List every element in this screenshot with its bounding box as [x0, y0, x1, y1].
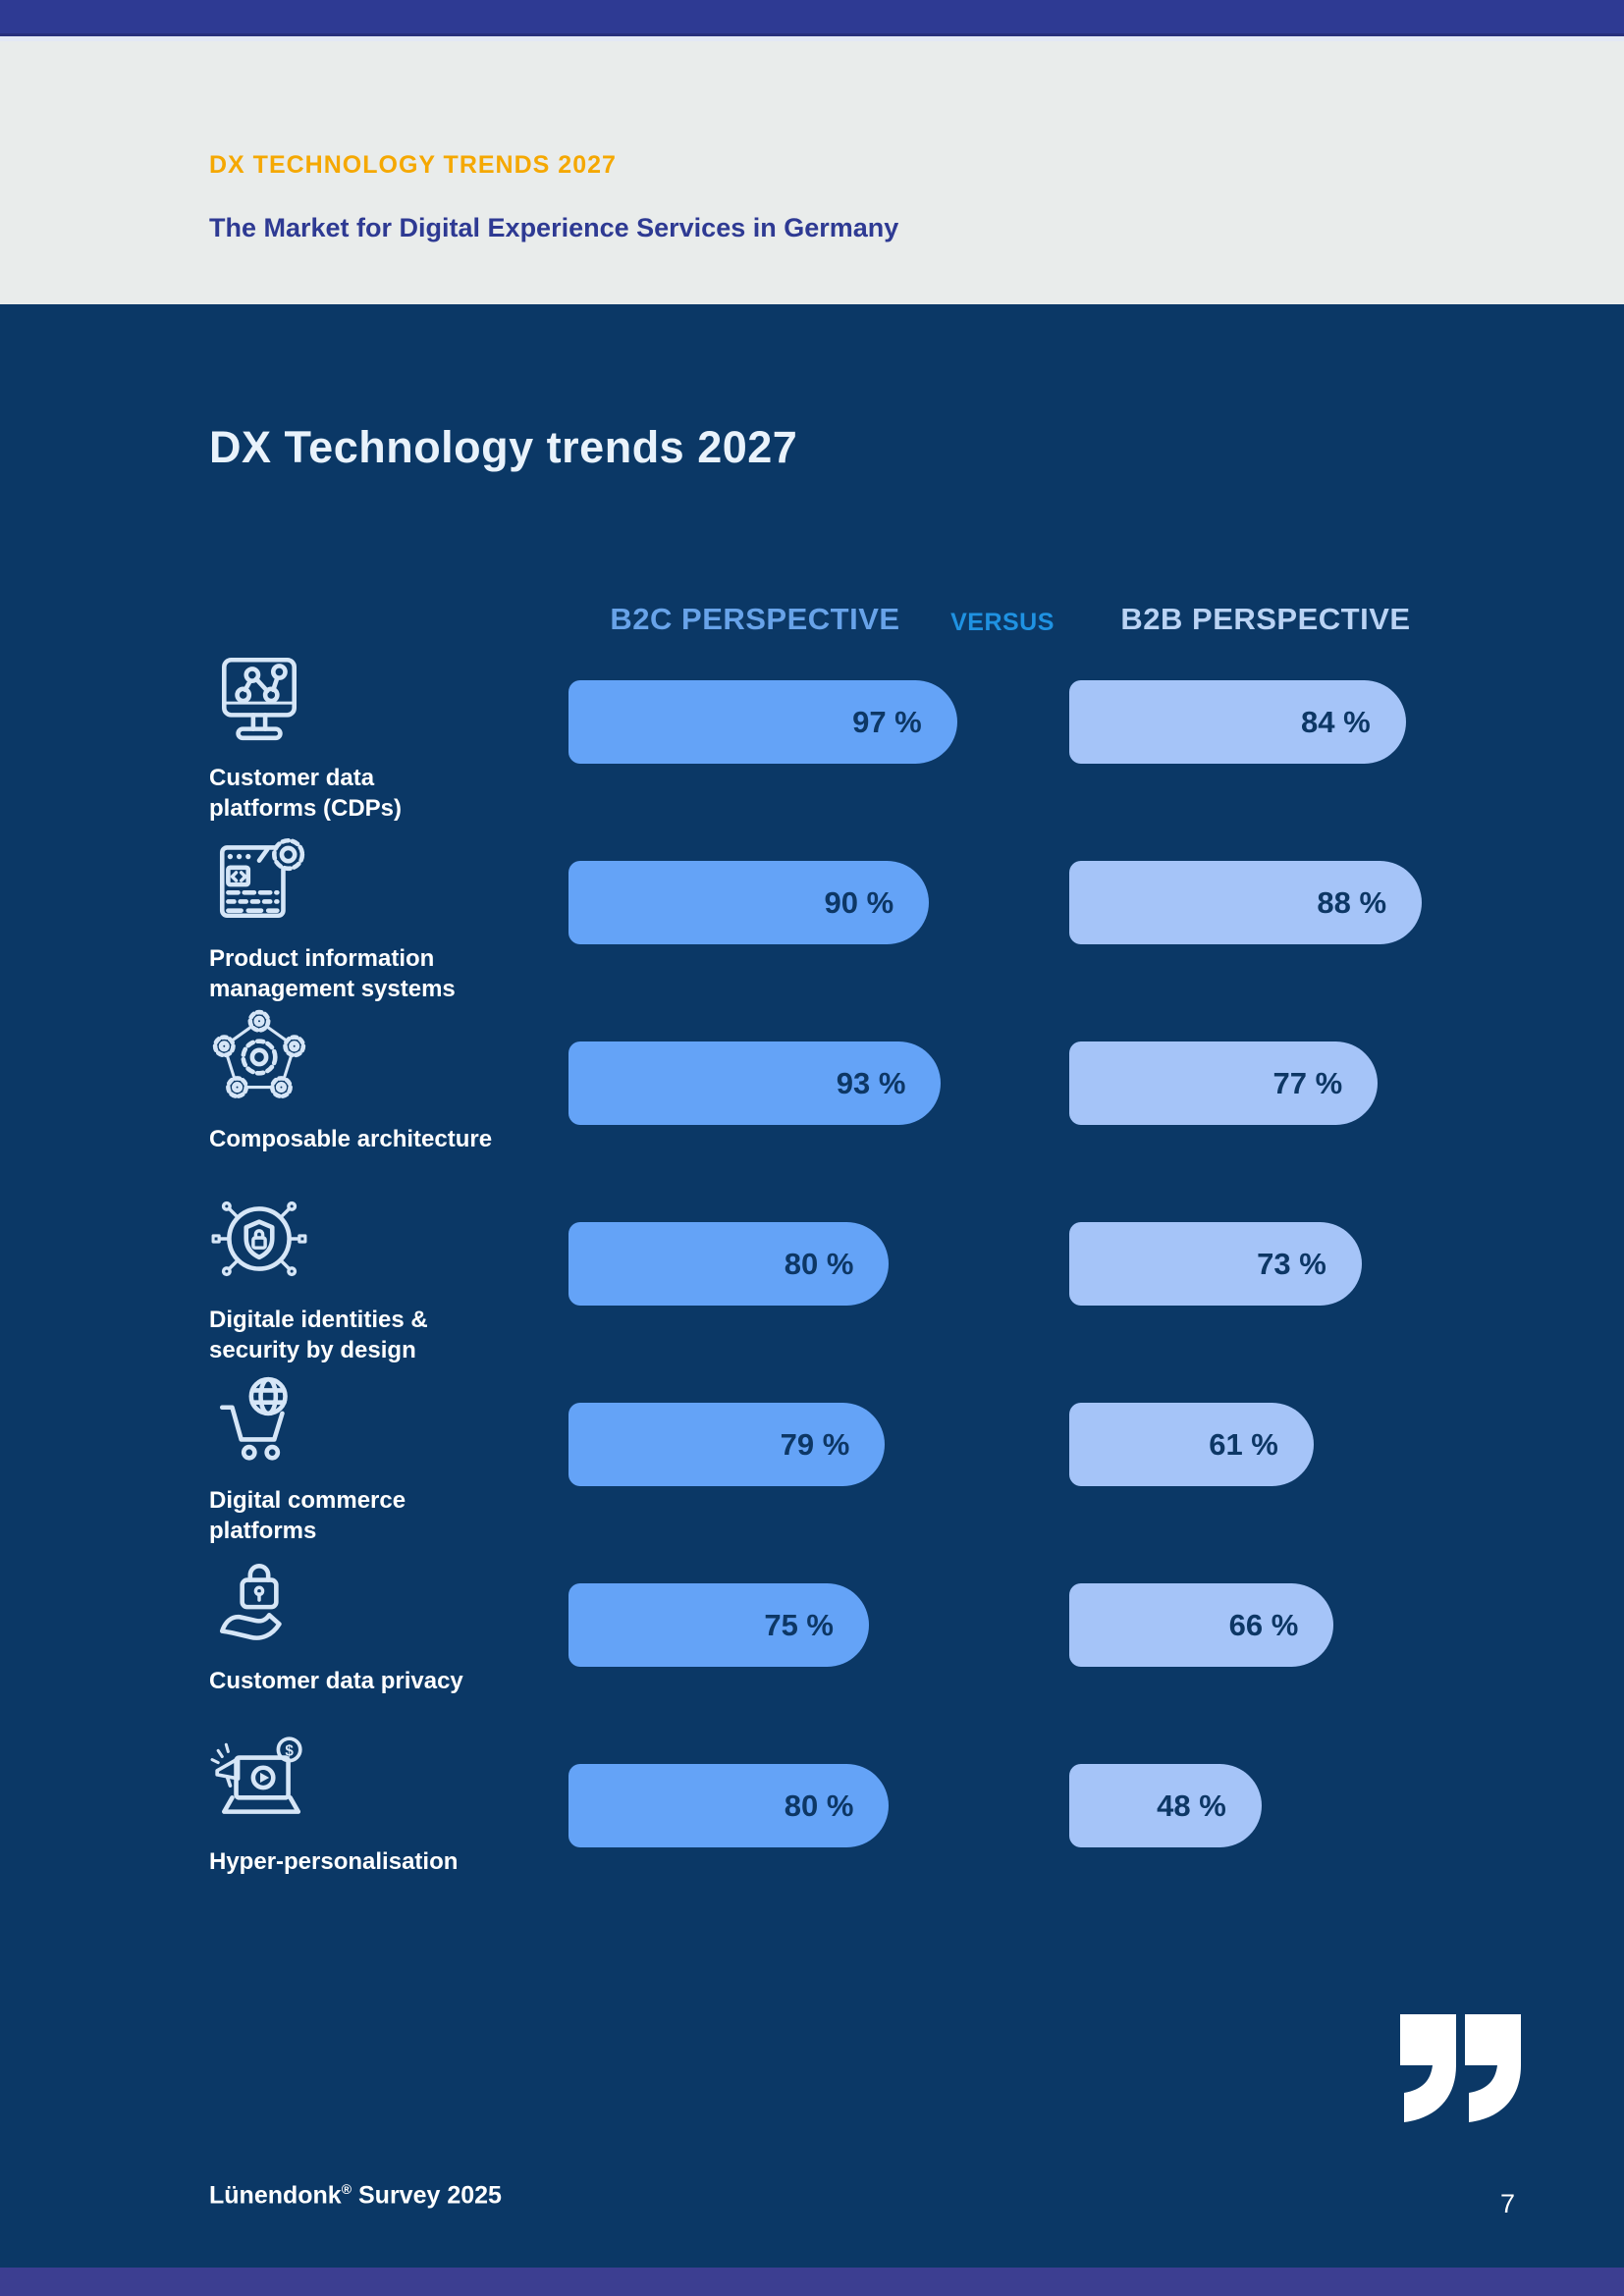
product-information-icon [209, 828, 309, 928]
b2b-value: 66 % [1228, 1607, 1299, 1642]
b2b-value: 88 % [1317, 884, 1387, 920]
row-label: Digital commerce platforms [209, 1487, 406, 1544]
trend-row: Product information management systems 90… [209, 837, 1476, 1041]
column-header-versus: VERSUS [950, 609, 1055, 636]
b2c-value: 97 % [852, 704, 922, 739]
column-header-b2b: B2B PERSPECTIVE [1120, 602, 1411, 636]
b2c-value: 93 % [836, 1065, 906, 1100]
b2b-value: 77 % [1272, 1065, 1343, 1100]
trend-row: Composable architecture 93 % 77 % [209, 1009, 1476, 1222]
digital-commerce-icon [209, 1369, 309, 1469]
bottom-accent-bar [0, 2268, 1624, 2296]
customer-data-privacy-icon [209, 1550, 309, 1650]
b2b-bar: 84 % [1069, 680, 1406, 764]
trend-row: $ Hyper-personalisation 80 % 48 % [209, 1736, 1476, 1945]
b2b-bar: 48 % [1069, 1764, 1262, 1847]
b2c-bar: 80 % [568, 1764, 890, 1847]
chart-title: DX Technology trends 2027 [209, 422, 798, 472]
source-rest: Survey 2025 [352, 2181, 502, 2210]
header-eyebrow: DX TECHNOLOGY TRENDS 2027 [209, 151, 617, 179]
b2b-value: 61 % [1209, 1426, 1278, 1462]
digital-identities-icon [209, 1189, 309, 1289]
row-label: Customer data privacy [209, 1668, 463, 1694]
page-header: DX TECHNOLOGY TRENDS 2027 The Market for… [0, 41, 1624, 304]
b2c-value: 90 % [824, 884, 894, 920]
row-label: Product information management systems [209, 945, 456, 1002]
b2c-value: 80 % [784, 1246, 854, 1281]
b2b-bar: 77 % [1069, 1041, 1379, 1125]
trend-row: Digitale identities & security by design … [209, 1201, 1476, 1403]
b2c-bar: 79 % [568, 1403, 886, 1486]
b2c-value: 80 % [784, 1788, 854, 1823]
b2c-bar: 97 % [568, 680, 957, 764]
source-name: Lünendonk [209, 2181, 342, 2210]
b2b-bar: 61 % [1069, 1403, 1314, 1486]
b2c-bar: 90 % [568, 861, 930, 944]
row-label: Hyper-personalisation [209, 1848, 459, 1875]
b2c-bar: 80 % [568, 1222, 890, 1306]
row-label: Composable architecture [209, 1126, 493, 1152]
registered-mark: ® [341, 2181, 352, 2197]
b2b-bar: 66 % [1069, 1583, 1334, 1667]
trend-row: Digital commerce platforms 79 % 61 % [209, 1376, 1476, 1583]
b2b-value: 84 % [1301, 704, 1371, 739]
b2b-bar: 88 % [1069, 861, 1423, 944]
quote-mark-icon [1400, 2014, 1522, 2129]
trend-rows: Customer data platforms (CDPs) 97 % 84 % … [209, 657, 1476, 1956]
svg-text:$: $ [285, 1743, 294, 1760]
b2c-bar: 93 % [568, 1041, 942, 1125]
trend-row: Customer data platforms (CDPs) 97 % 84 % [209, 657, 1476, 861]
b2c-value: 79 % [780, 1426, 850, 1462]
source-note: Lünendonk® Survey 2025 [209, 2181, 502, 2210]
row-label: Customer data platforms (CDPs) [209, 765, 403, 822]
row-label: Digitale identities & security by design [209, 1307, 428, 1363]
b2c-value: 75 % [764, 1607, 834, 1642]
b2b-value: 48 % [1157, 1788, 1226, 1823]
b2b-value: 73 % [1257, 1246, 1326, 1281]
trend-row: Customer data privacy 75 % 66 % [209, 1564, 1476, 1764]
b2c-bar: 75 % [568, 1583, 869, 1667]
customer-data-platforms-icon [209, 647, 309, 747]
hyper-personalisation-icon: $ [209, 1731, 309, 1831]
column-header-b2c: B2C PERSPECTIVE [610, 602, 900, 636]
top-accent-strip [0, 36, 1624, 41]
composable-architecture-icon [209, 1008, 309, 1108]
top-accent-bar [0, 0, 1624, 36]
page-number: 7 [1500, 2189, 1516, 2218]
header-subtitle: The Market for Digital Experience Servic… [209, 213, 899, 242]
b2b-bar: 73 % [1069, 1222, 1362, 1306]
